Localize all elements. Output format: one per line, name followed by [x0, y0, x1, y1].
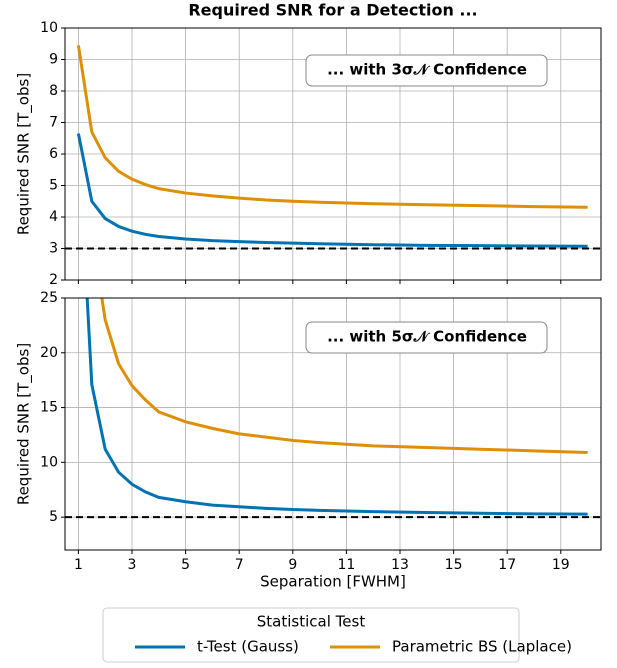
- annotation-box: [305, 54, 548, 87]
- annotation: ... with 3σ𝒩 Confidence: [327, 61, 527, 79]
- y-tick-label: 2: [49, 272, 58, 288]
- plot-lines: [85, 298, 588, 516]
- x-tick-label: 1: [74, 557, 83, 573]
- legend-label: Parametric BS (Laplace): [392, 638, 572, 656]
- x-tick-label: 17: [498, 557, 516, 573]
- y-axis-label: Required SNR [T_obs]: [15, 343, 34, 505]
- y-tick-label: 5: [49, 178, 58, 194]
- x-tick-label: 19: [552, 557, 570, 573]
- y-tick-label: 15: [40, 400, 58, 416]
- y-tick-label: 4: [49, 209, 58, 225]
- y-tick-label: 9: [49, 52, 58, 68]
- chart-title: Required SNR for a Detection ...: [188, 1, 477, 20]
- x-tick-label: 3: [128, 557, 137, 573]
- legend-box: [102, 607, 520, 663]
- y-tick-label: 25: [40, 290, 58, 306]
- series-line: [100, 298, 588, 454]
- y-tick-label: 6: [49, 146, 58, 162]
- annotation: ... with 5σ𝒩 Confidence: [327, 328, 527, 346]
- y-tick-label: 5: [49, 509, 58, 525]
- annotation-box: [305, 321, 548, 354]
- plot-frame: [64, 27, 602, 281]
- x-tick-label: 5: [181, 557, 190, 573]
- y-tick-label: 3: [49, 241, 58, 257]
- series-line: [76, 45, 588, 209]
- plot-frame: [64, 297, 602, 551]
- y-tick-label: 20: [40, 345, 58, 361]
- y-tick-label: 10: [40, 20, 58, 36]
- y-tick-label: 10: [40, 454, 58, 470]
- legend-title: Statistical Test: [257, 613, 366, 631]
- x-tick-label: 11: [337, 557, 355, 573]
- y-axis-label: Required SNR [T_obs]: [15, 73, 34, 235]
- y-tick-label: 8: [49, 83, 58, 99]
- x-axis-label: Separation [FWHM]: [260, 573, 406, 591]
- x-tick-label: 13: [391, 557, 409, 573]
- series-line: [85, 298, 588, 516]
- x-tick-label: 9: [288, 557, 297, 573]
- y-tick-label: 7: [49, 115, 58, 131]
- legend-label: t-Test (Gauss): [197, 638, 299, 656]
- x-tick-label: 15: [445, 557, 463, 573]
- x-tick-label: 7: [235, 557, 244, 573]
- plot-lines: [76, 45, 588, 248]
- series-line: [76, 133, 588, 248]
